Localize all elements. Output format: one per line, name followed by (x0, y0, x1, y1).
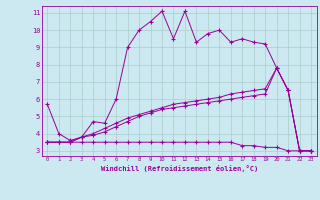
X-axis label: Windchill (Refroidissement éolien,°C): Windchill (Refroidissement éolien,°C) (100, 165, 258, 172)
